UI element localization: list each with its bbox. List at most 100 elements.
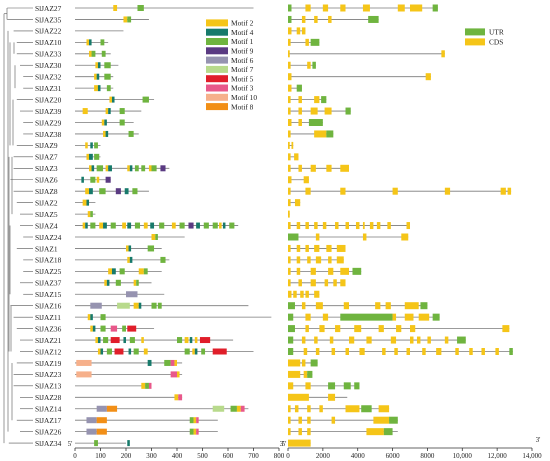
- motif-legend-label: Motif 2: [231, 19, 254, 28]
- utr-block: [310, 38, 320, 46]
- cds-block: [307, 256, 311, 264]
- cds-block: [362, 4, 370, 12]
- cds-block: [288, 439, 311, 447]
- motif-1-box: [100, 314, 106, 321]
- cds-block: [349, 336, 355, 344]
- utr-block: [352, 267, 362, 275]
- gene-label: SlJAZ33: [35, 50, 62, 59]
- utr-block: [389, 416, 398, 424]
- motif-1-box: [155, 234, 158, 240]
- motif-2-box: [85, 188, 90, 195]
- axis-start-label: 5': [282, 440, 287, 448]
- cds-block: [319, 405, 323, 413]
- cds-block: [328, 256, 332, 264]
- motif-2-box: [192, 348, 195, 355]
- cds-block: [288, 164, 291, 172]
- motif-3-box: [196, 428, 199, 435]
- motif-1-box: [90, 176, 96, 183]
- motif-5-box: [114, 348, 124, 355]
- cds-block: [422, 348, 426, 355]
- cds-block: [298, 107, 302, 115]
- motif-4-box: [89, 39, 92, 46]
- cds-block: [378, 405, 390, 413]
- gene-legend-label: UTR: [489, 28, 504, 37]
- motif-9-box: [188, 222, 194, 229]
- motif-2-box: [95, 62, 98, 69]
- motif-1-box: [90, 222, 96, 229]
- gene-label: SlJAZ24: [35, 233, 62, 242]
- cds-block: [331, 348, 336, 355]
- motif-2-box: [82, 222, 86, 229]
- cds-block: [455, 348, 459, 355]
- cds-block: [425, 73, 431, 81]
- cds-block: [345, 405, 360, 413]
- motif-4-box: [127, 222, 132, 229]
- motif-4-box: [129, 165, 133, 172]
- cds-block: [288, 73, 292, 81]
- gene-label: SlJAZ11: [35, 313, 61, 322]
- cds-block: [288, 176, 292, 184]
- motif-1-box: [164, 359, 171, 366]
- cds-block: [298, 416, 302, 424]
- gene-labels: SlJAZ27 SlJAZ35 SlJAZ22 SlJAZ10 SlJAZ33 SlJAZ…: [35, 4, 62, 448]
- motif-1-box: [189, 428, 194, 435]
- motif-5-box: [110, 337, 120, 344]
- cds-block: [324, 107, 332, 115]
- motif-2-box: [127, 165, 130, 172]
- motif-4-box: [97, 62, 101, 69]
- cds-block: [340, 4, 346, 12]
- motif-legend-label: Motif 10: [231, 93, 257, 102]
- motif-5-box: [212, 348, 227, 355]
- motif-legend-swatch: [206, 65, 228, 73]
- motif-4-box: [90, 314, 93, 321]
- motif-legend-label: Motif 1: [231, 37, 254, 46]
- cds-block: [355, 222, 360, 230]
- motif-legend-swatch: [206, 28, 228, 36]
- axis-tick-label: 200: [121, 452, 132, 460]
- cds-block: [314, 336, 318, 344]
- motif-2-box: [85, 142, 88, 149]
- cds-block: [314, 290, 320, 298]
- cds-block: [288, 393, 309, 401]
- motif-1-box: [129, 337, 135, 344]
- utr-block: [288, 302, 295, 310]
- motif-1-box: [201, 348, 206, 355]
- motif-2-box: [194, 337, 198, 344]
- cds-block: [305, 38, 309, 46]
- utr-block: [328, 382, 336, 390]
- cds-block: [336, 244, 346, 252]
- motif-4-box: [81, 176, 84, 183]
- motif-5-box: [127, 325, 137, 332]
- cds-block: [315, 233, 320, 241]
- utr-block: [288, 313, 294, 321]
- utr-block: [343, 382, 351, 390]
- motif-4-box: [138, 302, 142, 309]
- motif-4-box: [86, 199, 90, 206]
- motif-legend-swatch: [206, 75, 228, 83]
- motif-2-box: [184, 337, 189, 344]
- gene-structure-panel: [288, 4, 513, 447]
- cds-block: [314, 15, 318, 23]
- cds-block: [314, 244, 320, 252]
- cds-block: [373, 416, 390, 424]
- cds-block: [288, 199, 291, 207]
- motif-2-box: [104, 279, 107, 286]
- cds-block: [298, 428, 302, 436]
- gene-legend-label: CDS: [489, 38, 503, 47]
- motif-2-box: [193, 417, 197, 424]
- motif-1-box: [212, 222, 218, 229]
- cds-block: [307, 428, 311, 436]
- motif-2-box: [193, 428, 197, 435]
- motif-2-box: [123, 16, 128, 23]
- cds-block: [310, 267, 316, 275]
- gene-label: SlJAZ32: [35, 73, 62, 82]
- motif-4-box: [97, 337, 101, 344]
- cds-block: [288, 370, 301, 378]
- cds-block: [298, 164, 302, 172]
- cds-block: [444, 336, 449, 344]
- motif-2-box: [82, 199, 87, 206]
- motif-1-box: [104, 73, 111, 80]
- cds-block: [335, 325, 341, 333]
- cds-block: [305, 325, 309, 333]
- cds-block: [410, 336, 414, 344]
